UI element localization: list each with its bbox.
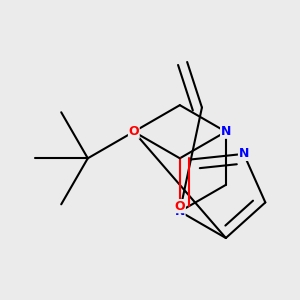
Text: O: O <box>128 125 139 138</box>
Text: N: N <box>175 205 185 218</box>
Text: N: N <box>221 125 231 138</box>
Text: O: O <box>175 200 185 213</box>
Text: N: N <box>238 147 249 161</box>
